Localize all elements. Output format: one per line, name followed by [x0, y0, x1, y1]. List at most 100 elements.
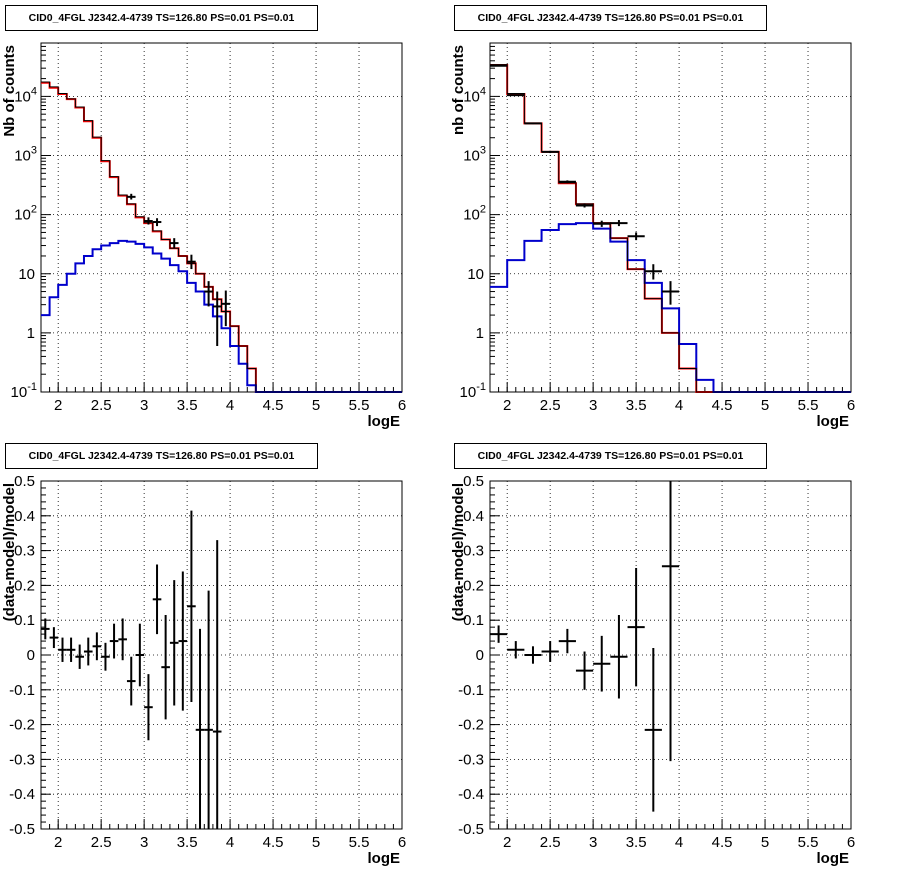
- y-tick-label: -0.3: [458, 751, 484, 768]
- x-tick-label: 2.5: [540, 834, 561, 851]
- y-axis-label: (data-model)/model: [1, 483, 18, 621]
- y-tick-label: 1: [27, 325, 35, 342]
- data-point: [144, 217, 153, 225]
- y-tick-label: 104: [463, 85, 486, 105]
- y-tick-label: -0.2: [9, 717, 35, 734]
- data-point: [610, 614, 628, 699]
- x-tick-label: 2.5: [91, 834, 112, 851]
- y-tick-label: 1: [476, 325, 484, 342]
- data-point: [644, 648, 662, 812]
- x-tick-label: 3: [589, 397, 597, 414]
- y-tick-label: 10: [18, 266, 35, 283]
- x-tick-label: 4.5: [712, 834, 733, 851]
- x-axis-label: logE: [817, 850, 850, 867]
- x-tick-label: 4.5: [712, 397, 733, 414]
- x-tick-label: 6: [847, 397, 855, 414]
- data-point: [524, 122, 542, 125]
- y-tick-label: 10-1: [460, 381, 486, 401]
- x-tick-label: 3.5: [626, 834, 647, 851]
- data-point: [221, 290, 231, 327]
- x-tick-label: 5.5: [798, 834, 819, 851]
- panel-title-bottom-right: CID0_4FGL J2342.4-4739 TS=126.80 PS=0.01…: [454, 443, 767, 469]
- data-point: [212, 291, 222, 346]
- y-tick-label: -0.3: [9, 751, 35, 768]
- y-axis-label: (data-model)/model: [450, 483, 467, 621]
- x-tick-label: 2.5: [91, 397, 112, 414]
- y-tick-label: 0.5: [463, 473, 484, 490]
- x-tick-label: 5: [312, 834, 320, 851]
- data-point: [169, 580, 179, 706]
- x-tick-label: 6: [398, 397, 406, 414]
- data-point: [118, 618, 127, 661]
- x-axis-label: logE: [817, 413, 850, 430]
- data-point: [126, 656, 136, 706]
- data-point: [490, 625, 508, 643]
- data-point: [187, 254, 196, 270]
- y-tick-label: -0.1: [458, 682, 484, 699]
- y-tick-label: -0.1: [9, 682, 35, 699]
- data-point: [152, 564, 162, 635]
- data-point: [152, 218, 162, 227]
- data-point: [507, 641, 525, 659]
- y-tick-label: -0.2: [458, 717, 484, 734]
- y-tick-label: 0.1: [14, 612, 35, 629]
- y-tick-label: 0.3: [14, 543, 35, 560]
- data-point: [558, 180, 576, 184]
- data-point: [144, 674, 153, 741]
- x-tick-label: 2: [503, 834, 511, 851]
- black-model-histogram: [41, 81, 402, 393]
- y-tick-label: 0.1: [463, 612, 484, 629]
- x-tick-label: 3: [589, 834, 597, 851]
- y-tick-label: -0.4: [458, 786, 484, 803]
- data-point: [558, 628, 576, 654]
- data-point: [126, 193, 136, 200]
- data-point: [66, 637, 76, 662]
- data-point: [212, 540, 222, 829]
- x-tick-label: 2: [503, 397, 511, 414]
- x-tick-label: 4: [675, 834, 683, 851]
- x-tick-label: 4: [675, 397, 683, 414]
- y-tick-label: 0: [27, 647, 35, 664]
- y-tick-label: 0.5: [14, 473, 35, 490]
- data-point: [49, 627, 59, 649]
- plot-frame: [40, 42, 403, 393]
- x-tick-label: 2: [54, 834, 62, 851]
- x-tick-label: 3.5: [177, 397, 198, 414]
- data-point: [109, 623, 119, 659]
- data-point: [101, 642, 110, 671]
- y-tick-label: 0.2: [14, 577, 35, 594]
- y-tick-label: 0.2: [463, 577, 484, 594]
- x-axis-label: logE: [368, 413, 401, 430]
- y-tick-label: 10-1: [11, 381, 37, 401]
- x-tick-label: 4: [226, 834, 234, 851]
- data-point: [610, 220, 628, 227]
- x-tick-label: 2: [54, 397, 62, 414]
- plot-frame: [489, 42, 852, 393]
- x-tick-label: 5.5: [798, 397, 819, 414]
- data-point: [187, 510, 196, 702]
- data-point: [75, 644, 84, 669]
- y-axis-label: Nb of counts: [1, 45, 18, 137]
- data-point: [524, 646, 542, 664]
- panel-title-top-right: CID0_4FGL J2342.4-4739 TS=126.80 PS=0.01…: [454, 5, 767, 31]
- data-point: [92, 632, 102, 661]
- data-point: [644, 264, 662, 280]
- x-tick-label: 6: [847, 834, 855, 851]
- x-tick-label: 6: [398, 834, 406, 851]
- y-tick-label: 103: [14, 145, 37, 165]
- x-tick-label: 5: [761, 834, 769, 851]
- x-tick-label: 3: [140, 834, 148, 851]
- data-point: [178, 571, 188, 711]
- y-tick-label: 0: [476, 647, 484, 664]
- x-tick-label: 3.5: [626, 397, 647, 414]
- data-point: [541, 150, 559, 154]
- data-point: [135, 623, 145, 687]
- data-point: [83, 637, 93, 666]
- x-tick-label: 4: [226, 397, 234, 414]
- y-tick-label: 102: [14, 204, 37, 224]
- data-point: [204, 590, 213, 829]
- x-tick-label: 5.5: [349, 397, 370, 414]
